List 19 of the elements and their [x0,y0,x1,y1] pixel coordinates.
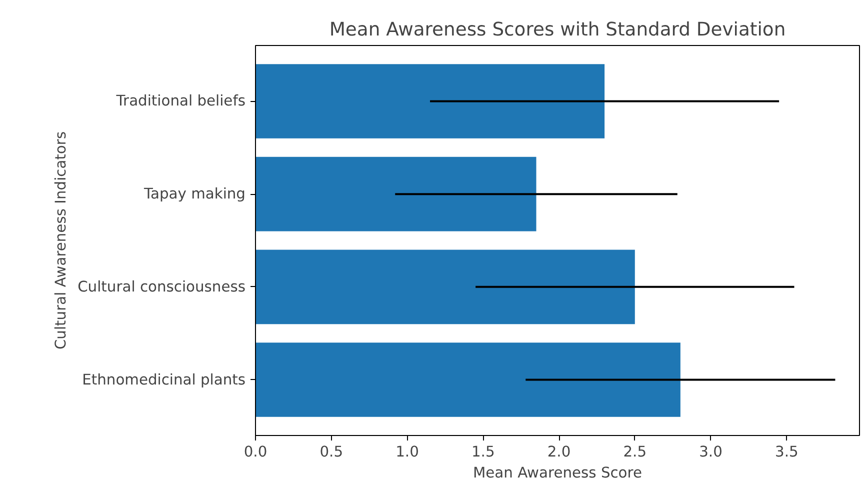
x-tick-label: 0.5 [320,444,344,460]
x-tick-label: 3.5 [775,444,798,460]
x-tick-label: 2.5 [623,444,647,460]
x-tick-label: 1.0 [396,444,419,460]
bar [256,342,680,417]
y-tick-label: Ethnomedicinal plants [82,371,246,388]
x-tick-label: 0.0 [244,444,268,460]
y-tick-label: Cultural consciousness [78,278,246,296]
x-tick-label: 1.5 [471,444,495,460]
bar [256,64,605,138]
bar [256,156,536,232]
y-tick-label: Traditional beliefs [115,92,246,110]
bar [256,250,635,324]
y-axis-title: Cultural Awareness Indicators [52,131,70,350]
x-axis-title: Mean Awareness Score [473,464,642,482]
chart-title: Mean Awareness Scores with Standard Deviation [329,20,786,40]
x-tick-label: 2.0 [547,444,571,460]
y-tick-label: Tapay making [142,186,246,203]
x-tick-label: 3.0 [699,444,722,460]
